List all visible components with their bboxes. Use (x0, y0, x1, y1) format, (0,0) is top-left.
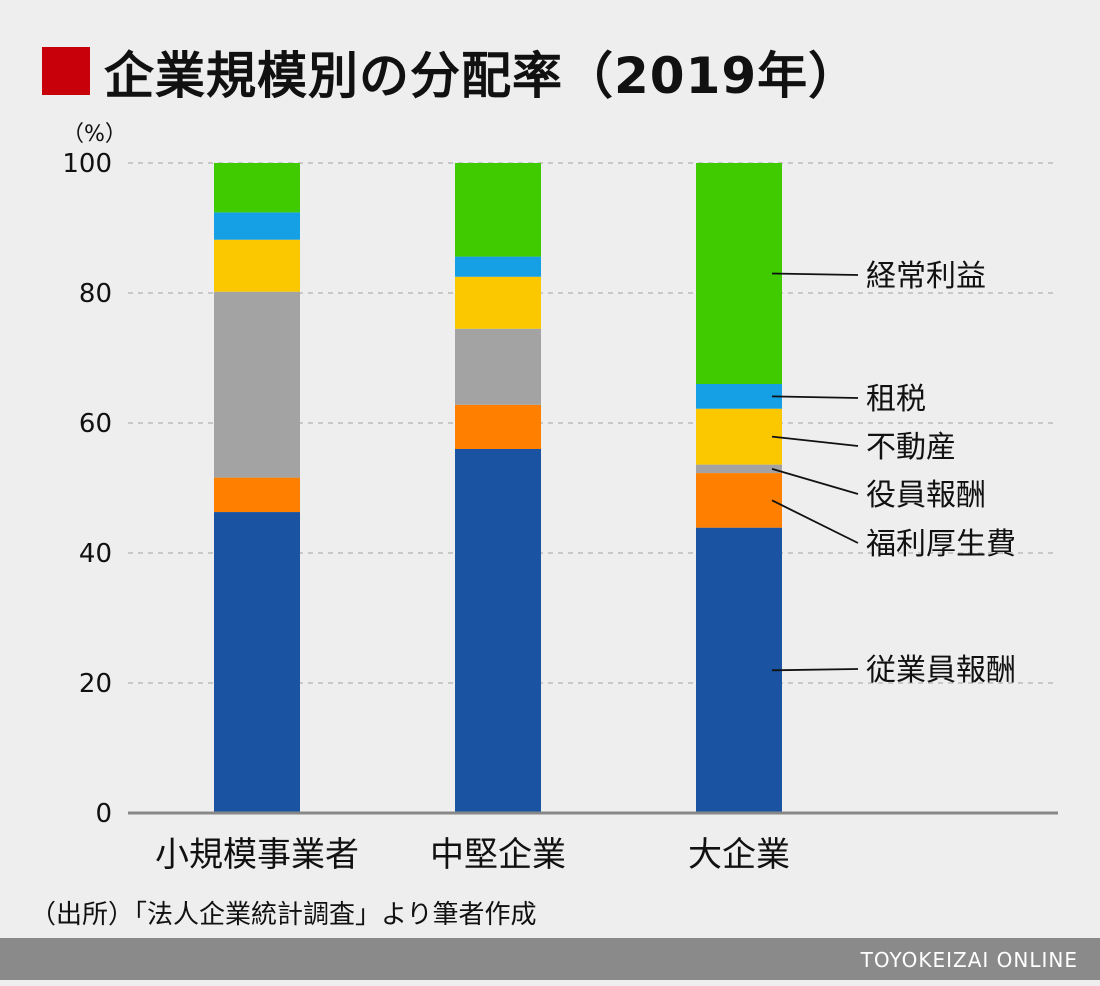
bar-segment (214, 212, 300, 240)
series-label: 従業員報酬 (866, 653, 1016, 688)
bar-segment (455, 449, 541, 813)
series-label: 経常利益 (866, 259, 986, 294)
series-label: 福利厚生費 (866, 527, 1016, 562)
y-tick-label: 40 (79, 539, 112, 569)
series-label: 役員報酬 (866, 478, 986, 513)
bar-segment (455, 256, 541, 277)
bar-segment (696, 163, 782, 384)
source-note: （出所）「法人企業統計調査」より筆者作成 (30, 900, 537, 930)
bar-segment (455, 404, 541, 449)
bar-segment (696, 408, 782, 465)
bar-segment (455, 328, 541, 405)
series-labels: 従業員報酬 福利厚生費 役員報酬 不動産 租税 経常利益 (771, 259, 1016, 688)
leader-line (771, 668, 859, 672)
leader-line (771, 395, 859, 399)
bars (214, 163, 782, 813)
y-tick-label: 100 (62, 149, 112, 179)
title-marker-square (42, 47, 90, 95)
leader-line (771, 499, 859, 544)
brand-label: TOYOKEIZAI ONLINE (860, 948, 1078, 972)
y-tick-label: 80 (79, 279, 112, 309)
bar-segment (214, 512, 300, 813)
y-tick-label: 60 (79, 409, 112, 439)
bar-segment (696, 473, 782, 528)
x-category-label: 小規模事業者 (155, 835, 359, 875)
bar-segment (214, 239, 300, 292)
series-label: 不動産 (866, 430, 956, 465)
bar-segment (214, 163, 300, 213)
y-tick-label: 0 (95, 799, 112, 829)
y-tick-label: 20 (79, 669, 112, 699)
y-axis-unit-label: （%） (62, 122, 127, 147)
leader-line (771, 435, 859, 447)
footer-bar (0, 938, 1100, 980)
x-category-label: 中堅企業 (430, 835, 566, 875)
leader-line (771, 272, 859, 276)
leader-line (771, 467, 859, 495)
bar-segment (455, 276, 541, 329)
x-category-label: 大企業 (688, 835, 790, 875)
bar-segment (696, 384, 782, 409)
series-label: 租税 (866, 382, 926, 417)
bar-segment (214, 291, 300, 478)
bar-segment (696, 527, 782, 813)
bar-segment (696, 464, 782, 474)
chart-title: 企業規模別の分配率（2019年） (104, 47, 860, 105)
bar-segment (214, 477, 300, 513)
axes: 0 20 40 60 80 100（%） 小規模事業者 中堅企業 大企業 (62, 122, 1058, 875)
bar-segment (455, 163, 541, 257)
